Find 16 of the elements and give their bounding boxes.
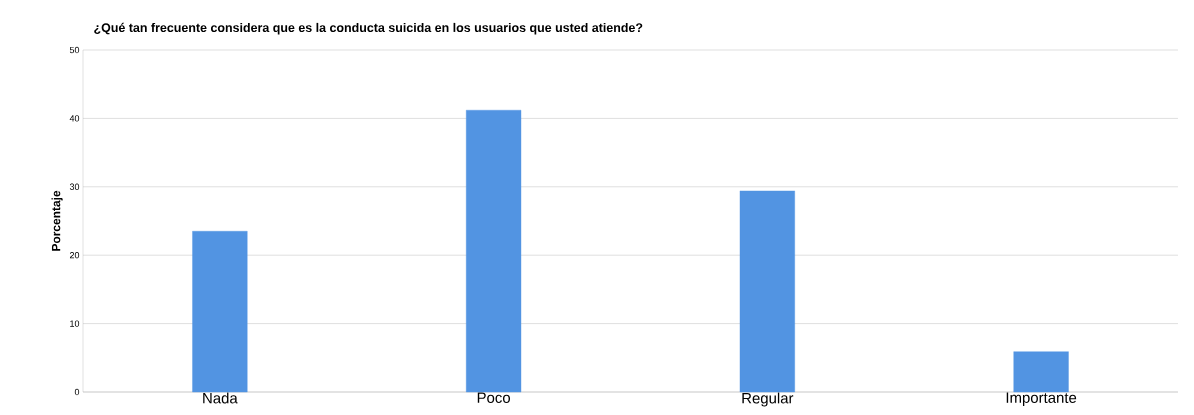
y-tick-label: 40: [69, 115, 80, 122]
bar: [466, 109, 522, 393]
y-tick-label: 30: [69, 183, 80, 190]
y-tick-label: 20: [69, 252, 80, 259]
y-tick-label: 10: [70, 320, 80, 327]
x-tick-label: Nada: [203, 392, 238, 404]
x-tick-label: Poco: [477, 392, 511, 403]
bar: [1013, 351, 1069, 393]
y-tick-label: 50: [69, 46, 80, 54]
x-tick-label: Importante: [1006, 392, 1077, 406]
bar: [192, 231, 248, 393]
x-tick-label: Regular: [742, 392, 794, 407]
chart-title: ¿Qué tan frecuente considera que es la conducta suicida en los usuarios que usted atiende?: [94, 22, 643, 35]
y-axis-title: Porcentaje: [51, 190, 63, 251]
bar: [739, 190, 795, 393]
y-tick-label: 0: [74, 388, 80, 396]
